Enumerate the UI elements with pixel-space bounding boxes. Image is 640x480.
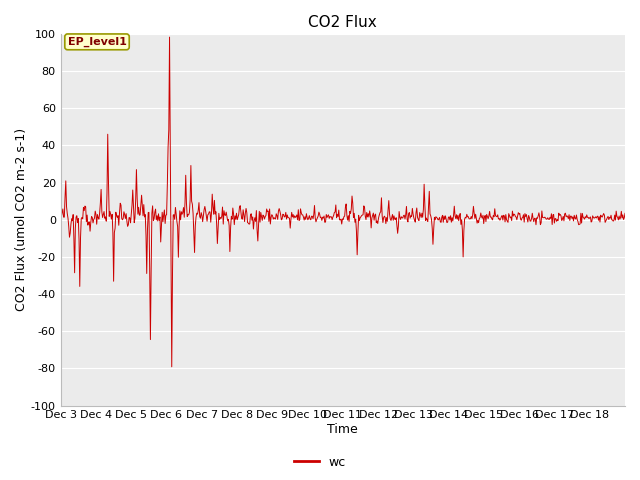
Text: EP_level1: EP_level1 — [68, 37, 127, 47]
Legend: wc: wc — [289, 451, 351, 474]
Title: CO2 Flux: CO2 Flux — [308, 15, 377, 30]
X-axis label: Time: Time — [328, 423, 358, 436]
Y-axis label: CO2 Flux (umol CO2 m-2 s-1): CO2 Flux (umol CO2 m-2 s-1) — [15, 128, 28, 312]
